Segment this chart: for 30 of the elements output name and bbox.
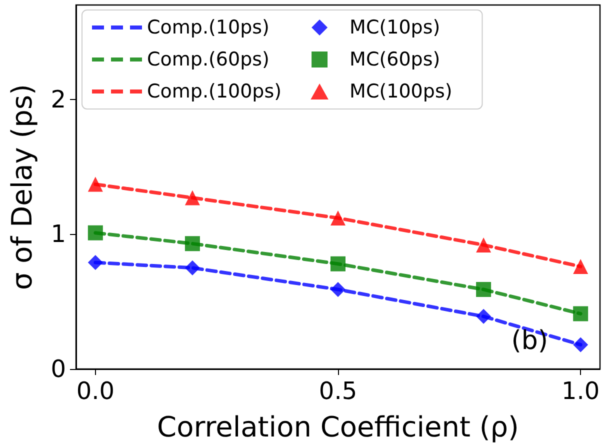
- point: [88, 225, 103, 240]
- legend-label: Comp.(60ps): [147, 48, 270, 70]
- x-tick-label: 1.0: [562, 377, 600, 405]
- legend-label: Comp.(10ps): [147, 16, 270, 38]
- point: [573, 259, 588, 274]
- point: [330, 282, 346, 297]
- legend-label: Comp.(100ps): [147, 80, 282, 102]
- y-tick-label: 2: [50, 85, 66, 114]
- point: [184, 190, 200, 206]
- y-tick-label: 0: [50, 355, 66, 383]
- point: [573, 306, 588, 322]
- point: [88, 254, 103, 270]
- y-tick-label: 1: [50, 220, 66, 248]
- x-tick-label: 0.0: [76, 377, 114, 405]
- legend-label: MC(10ps): [350, 16, 440, 38]
- point: [184, 236, 200, 252]
- x-axis-title: Correlation Coefficient (ρ): [157, 410, 519, 444]
- point: [476, 237, 492, 252]
- point: [330, 256, 346, 272]
- point: [184, 260, 200, 276]
- point: [88, 176, 103, 192]
- x-tick-label: 0.5: [318, 377, 358, 405]
- point: [476, 308, 492, 324]
- legend-label: MC(100ps): [350, 80, 452, 102]
- point: [330, 210, 346, 226]
- point: [476, 282, 492, 297]
- point: [573, 337, 588, 352]
- legend-label: MC(60ps): [350, 48, 440, 70]
- annotation: (b): [511, 326, 548, 356]
- y-axis-title: σ of Delay (ps): [6, 84, 38, 290]
